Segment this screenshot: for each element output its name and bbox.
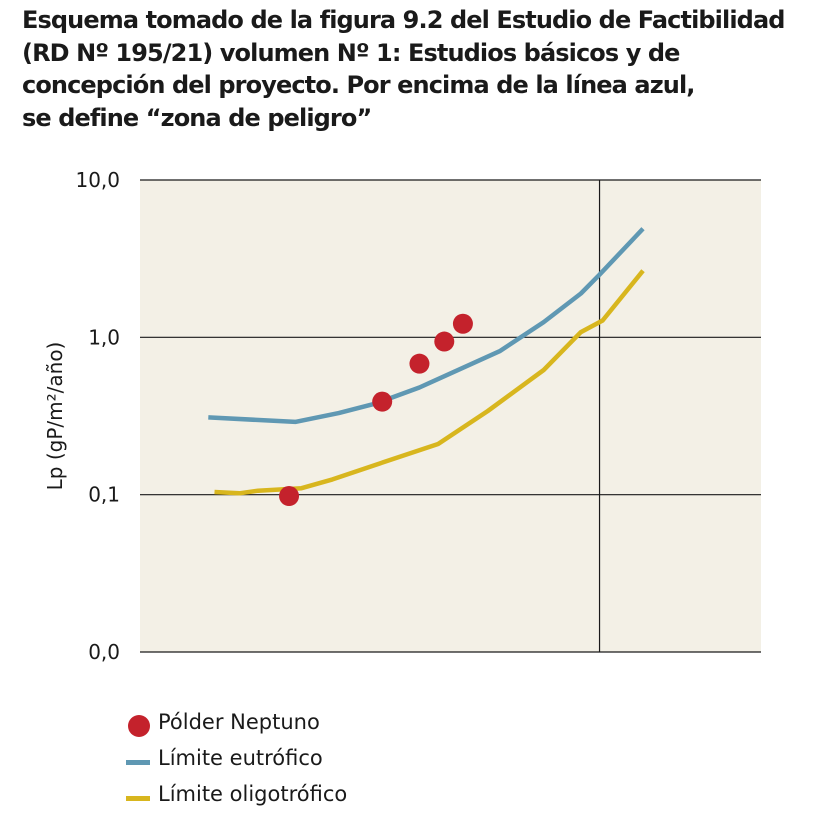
- y-tick-label: 10,0: [75, 168, 120, 192]
- legend-label: Pólder Neptuno: [158, 710, 320, 734]
- data-point-polder-neptuno-3: [434, 331, 455, 352]
- y-tick-label: 0,1: [88, 483, 120, 507]
- series-line-limite-eutrofico: [208, 227, 645, 425]
- data-point-polder-neptuno-4: [452, 313, 473, 334]
- data-point-polder-neptuno-2: [409, 353, 430, 374]
- series-line-limite-oligotrofico: [214, 269, 645, 496]
- y-tick-label: 1,0: [88, 325, 120, 349]
- data-point-polder-neptuno-1: [372, 391, 393, 412]
- legend-label: Límite eutrófico: [158, 746, 323, 770]
- y-axis-label: Lp (gP/m²/año): [43, 342, 67, 491]
- legend-swatch-limite-eutrofico: [126, 760, 150, 765]
- data-point-polder-neptuno-0: [279, 486, 300, 507]
- legend-swatch-limite-oligotrofico: [126, 796, 150, 801]
- legend-label: Límite oligotrófico: [158, 782, 348, 806]
- legend-swatch-polder-neptuno: [128, 715, 150, 737]
- chart-title: Esquema tomado de la figura 9.2 del Estu…: [22, 6, 785, 132]
- y-tick-label: 0,0: [88, 640, 120, 664]
- plot-background: [140, 180, 761, 652]
